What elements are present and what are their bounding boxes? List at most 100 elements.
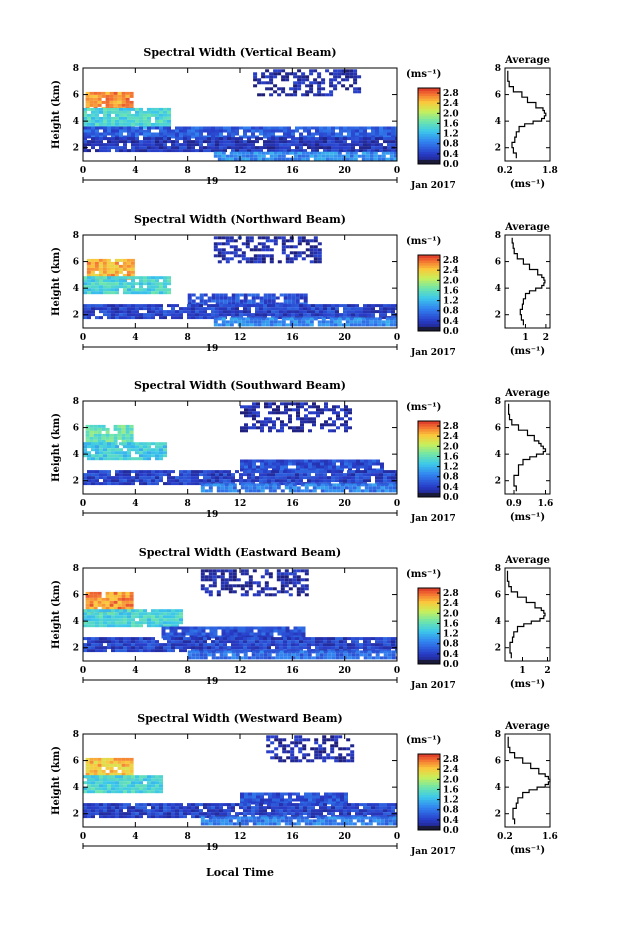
y-tick-label: 8: [73, 730, 79, 740]
panel-title: Spectral Width (Northward Beam): [134, 213, 346, 226]
heatmap-cells: [83, 735, 401, 825]
colorbar-tick-label: 1.6: [443, 119, 459, 129]
avg-y-tick-label: 2: [495, 144, 501, 154]
y-tick-label: 4: [73, 117, 79, 127]
y-tick-label: 6: [73, 258, 79, 268]
average-title: Average: [504, 555, 550, 566]
colorbar-tick-label: 2.8: [443, 256, 459, 266]
average-profile-line: [509, 404, 546, 492]
avg-y-tick-label: 4: [495, 284, 501, 294]
y-tick-label: 4: [73, 284, 79, 294]
heatmap-layer: [201, 483, 401, 492]
avg-x-tick-label: 1.6: [542, 832, 558, 842]
colorbar-tick-label: 0.4: [443, 650, 459, 660]
average-xlabel: (ms⁻¹): [510, 179, 545, 190]
y-tick-label: 2: [73, 644, 79, 654]
avg-x-tick-label: 0.2: [497, 166, 513, 176]
colorbar-unit: (ms⁻¹): [406, 69, 441, 80]
average-xlabel: (ms⁻¹): [510, 845, 545, 856]
colorbar-tick-label: 1.6: [443, 619, 459, 629]
colorbar-unit: (ms⁻¹): [406, 402, 441, 413]
avg-y-tick-label: 4: [495, 117, 501, 127]
average-title: Average: [504, 721, 550, 732]
heatmap-layer: [253, 69, 361, 96]
x-tick-label: 4: [132, 832, 138, 842]
colorbar-tick-label: 0.4: [443, 483, 459, 493]
avg-y-tick-label: 2: [495, 311, 501, 321]
colorbar: [418, 421, 440, 498]
panel-title: Spectral Width (Eastward Beam): [139, 546, 341, 559]
y-tick-label: 4: [73, 617, 79, 627]
avg-y-tick-label: 8: [495, 564, 501, 574]
heatmap-layer: [214, 152, 398, 161]
colorbar-tick-label: 0.0: [443, 160, 459, 170]
colorbar-tick-label: 2.0: [443, 276, 459, 286]
x-tick-label: 12: [234, 333, 247, 343]
x-tick-label: 0: [80, 666, 86, 676]
x-tick-label: 0: [394, 666, 400, 676]
chart-panel: Spectral Width (Westward Beam)2468Height…: [51, 712, 558, 857]
y-tick-label: 8: [73, 564, 79, 574]
x-tick-label: 16: [286, 166, 299, 176]
day-label: 19: [206, 344, 219, 354]
colorbar-tick-label: 1.6: [443, 452, 459, 462]
day-label: 19: [206, 510, 219, 520]
avg-x-tick-label: 2: [543, 333, 549, 343]
average-xlabel: (ms⁻¹): [510, 679, 545, 690]
y-axis-label: Height (km): [51, 746, 62, 815]
colorbar-tick-label: 1.2: [443, 630, 459, 640]
heatmap-layer: [266, 735, 354, 762]
x-tick-label: 4: [132, 499, 138, 509]
average-profile-line: [512, 238, 545, 326]
heatmap-cells: [83, 69, 399, 160]
avg-y-tick-label: 8: [495, 730, 501, 740]
panel-title: Spectral Width (Southward Beam): [134, 379, 346, 392]
colorbar-tick-label: 0.4: [443, 816, 459, 826]
x-tick-label: 0: [394, 832, 400, 842]
heatmap-layer: [214, 236, 322, 263]
colorbar-unit: (ms⁻¹): [406, 735, 441, 746]
average-title: Average: [504, 388, 550, 399]
colorbar-tick-label: 2.0: [443, 442, 459, 452]
x-tick-label: 16: [286, 499, 299, 509]
average-axes: [505, 568, 550, 661]
x-tick-label: 12: [234, 499, 247, 509]
colorbar-unit: (ms⁻¹): [406, 236, 441, 247]
heatmap-layer: [188, 294, 308, 306]
x-tick-label: 20: [338, 832, 351, 842]
x-tick-label: 8: [185, 832, 191, 842]
y-axis-label: Height (km): [51, 580, 62, 649]
colorbar-tick-label: 2.0: [443, 109, 459, 119]
x-tick-label: 0: [80, 832, 86, 842]
colorbar-tick-label: 0.0: [443, 660, 459, 670]
avg-y-tick-label: 6: [495, 91, 501, 101]
y-tick-label: 6: [73, 757, 79, 767]
average-profile-line: [508, 737, 550, 825]
day-label: 19: [206, 177, 219, 187]
heatmap-cells: [83, 569, 400, 659]
colorbar-tick-label: 1.6: [443, 286, 459, 296]
avg-y-tick-label: 2: [495, 477, 501, 487]
x-tick-label: 16: [286, 333, 299, 343]
x-tick-label: 0: [394, 333, 400, 343]
chart-panel: Spectral Width (Eastward Beam) 2 4 6 8 Height…: [51, 546, 551, 691]
avg-y-tick-label: 6: [495, 424, 501, 434]
chart-panel: Spectral Width (Northward Beam)2468Heigh…: [51, 213, 550, 358]
x-tick-label: 12: [234, 166, 247, 176]
x-tick-label: 20: [338, 166, 351, 176]
avg-y-tick-label: 4: [495, 617, 501, 627]
x-tick-label: 0: [394, 499, 400, 509]
x-tick-label: 8: [185, 166, 191, 176]
panel-title: Spectral Width (Vertical Beam): [143, 46, 336, 59]
avg-y-tick-label: 6: [495, 591, 501, 601]
y-tick-label: 2: [73, 810, 79, 820]
colorbar-tick-label: 2.8: [443, 89, 459, 99]
colorbar-tick-label: 0.8: [443, 640, 459, 650]
avg-y-tick-label: 6: [495, 258, 501, 268]
heatmap-layer: [83, 276, 171, 294]
y-tick-label: 8: [73, 231, 79, 241]
colorbar-tick-label: 0.8: [443, 806, 459, 816]
avg-x-tick-label: 1: [519, 666, 525, 676]
average-xlabel: (ms⁻¹): [510, 346, 545, 357]
